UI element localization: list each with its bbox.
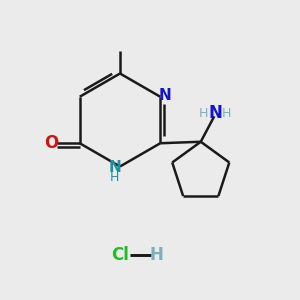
Text: Cl: Cl [111, 246, 129, 264]
Text: H: H [222, 107, 232, 120]
Text: N: N [209, 104, 223, 122]
Text: N: N [158, 88, 171, 103]
Text: H: H [149, 246, 163, 264]
Text: H: H [199, 107, 208, 120]
Text: H: H [110, 171, 119, 184]
Text: O: O [44, 134, 58, 152]
Text: N: N [108, 160, 121, 175]
